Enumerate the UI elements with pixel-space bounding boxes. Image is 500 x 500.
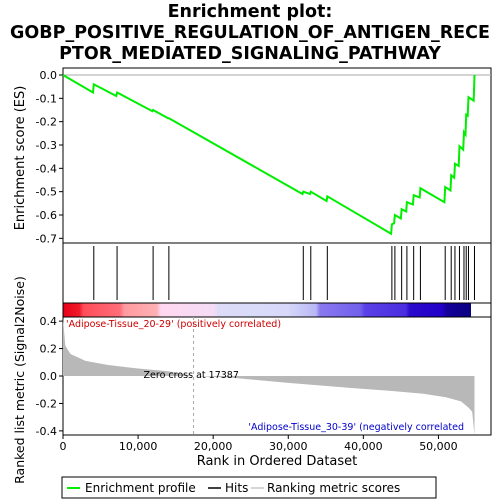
rank-xlabel: Rank in Ordered Dataset bbox=[197, 454, 358, 469]
xtick-label: 40,000 bbox=[344, 440, 383, 453]
xtick-label: 10,000 bbox=[119, 440, 158, 453]
es-ytick-label: -0.3 bbox=[36, 139, 57, 152]
positive-correlation-label: 'Adipose-Tissue_20-29' (positively corre… bbox=[66, 319, 281, 330]
rank-ytick-label: -0.2 bbox=[36, 397, 57, 410]
es-ylabel: Enrichment score (ES) bbox=[13, 86, 28, 231]
hits-panel bbox=[62, 242, 492, 304]
ranking-metric-area bbox=[63, 318, 475, 435]
es-ytick-label: -0.4 bbox=[36, 162, 57, 175]
es-panel: 0.0 -0.1 -0.2 -0.3 -0.4 -0.5 -0.6 -0.7 Enrichme… bbox=[13, 67, 492, 245]
es-ytick-label: 0.0 bbox=[40, 69, 58, 82]
chart-title: Enrichment plot: GOBP_POSITIVE_REGULATIO… bbox=[0, 2, 500, 65]
zero-cross-label: Zero cross at 17387 bbox=[144, 370, 239, 381]
es-ytick-label: -0.2 bbox=[36, 116, 57, 129]
es-ytick-label: -0.1 bbox=[36, 92, 57, 105]
rank-ytick-label: 0.4 bbox=[40, 315, 58, 328]
xtick-label: 0 bbox=[60, 440, 67, 453]
legend-label-enrichment: Enrichment profile bbox=[85, 481, 196, 495]
legend-label-ranking: Ranking metric scores bbox=[267, 481, 400, 495]
xtick-label: 20,000 bbox=[194, 440, 233, 453]
enrichment-profile-line bbox=[62, 74, 476, 236]
title-line-1: Enrichment plot: bbox=[167, 2, 333, 22]
title-line-2: GOBP_POSITIVE_REGULATION_OF_ANTIGEN_RECE bbox=[10, 23, 490, 43]
legend-frame bbox=[61, 476, 437, 499]
es-ytick-label: -0.6 bbox=[36, 209, 57, 222]
rank-ytick-label: 0.0 bbox=[40, 370, 58, 383]
rank-ytick-label: -0.4 bbox=[36, 425, 57, 438]
ranking-color-bar bbox=[63, 303, 471, 317]
xtick-label: 30,000 bbox=[269, 440, 308, 453]
es-panel-frame bbox=[62, 67, 492, 244]
xtick-label: 50,000 bbox=[419, 440, 458, 453]
rank-ylabel: Ranked list metric (Signal2Noise) bbox=[12, 276, 27, 484]
legend: Enrichment profile Hits Ranking metric s… bbox=[61, 476, 437, 499]
es-ytick-label: -0.7 bbox=[36, 232, 57, 245]
legend-label-hits: Hits bbox=[225, 481, 248, 495]
rank-ytick-label: 0.2 bbox=[40, 343, 58, 356]
rank-panel: Zero cross at 17387 'Adipose-Tissue_20-2… bbox=[12, 276, 492, 484]
title-line-3: PTOR_MEDIATED_SIGNALING_PATHWAY bbox=[59, 44, 441, 64]
hits-panel-frame bbox=[62, 242, 492, 304]
es-ytick-label: -0.5 bbox=[36, 186, 57, 199]
negative-correlation-label: 'Adipose-Tissue_30-39' (negatively corre… bbox=[248, 422, 464, 433]
